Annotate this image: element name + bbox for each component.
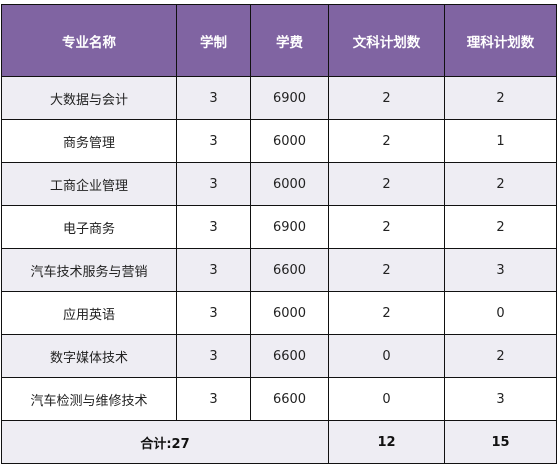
cell-major-name: 商务管理 — [1, 119, 177, 163]
cell-arts-plan: 0 — [328, 377, 445, 421]
cell-arts-plan: 2 — [328, 205, 445, 249]
cell-science-plan: 0 — [444, 291, 557, 335]
table-row: 汽车技术服务与营销 3 6600 2 3 — [1, 248, 557, 292]
cell-duration: 3 — [176, 162, 251, 206]
cell-science-plan: 1 — [444, 119, 557, 163]
cell-tuition: 6000 — [250, 119, 329, 163]
cell-major-name: 大数据与会计 — [1, 76, 177, 120]
header-arts-plan: 文科计划数 — [328, 4, 445, 77]
cell-duration: 3 — [176, 334, 251, 378]
cell-science-plan: 2 — [444, 76, 557, 120]
cell-tuition: 6900 — [250, 205, 329, 249]
cell-tuition: 6900 — [250, 76, 329, 120]
table-row: 商务管理 3 6000 2 1 — [1, 119, 557, 163]
cell-major-name: 工商企业管理 — [1, 162, 177, 206]
enrollment-plan-table-container: 专业名称 学制 学费 文科计划数 理科计划数 大数据与会计 3 6900 2 2… — [0, 4, 559, 464]
cell-major-name: 数字媒体技术 — [1, 334, 177, 378]
header-major-name: 专业名称 — [1, 4, 177, 77]
cell-arts-plan: 2 — [328, 119, 445, 163]
cell-arts-plan: 2 — [328, 291, 445, 335]
cell-duration: 3 — [176, 291, 251, 335]
cell-tuition: 6600 — [250, 248, 329, 292]
table-row: 工商企业管理 3 6000 2 2 — [1, 162, 557, 206]
cell-science-plan: 2 — [444, 334, 557, 378]
science-plan-total: 15 — [444, 420, 557, 464]
cell-major-name: 电子商务 — [1, 205, 177, 249]
arts-plan-total: 12 — [328, 420, 445, 464]
header-duration: 学制 — [176, 4, 251, 77]
table-row: 汽车检测与维修技术 3 6600 0 3 — [1, 377, 557, 421]
enrollment-plan-table: 专业名称 学制 学费 文科计划数 理科计划数 大数据与会计 3 6900 2 2… — [1, 4, 557, 464]
cell-major-name: 应用英语 — [1, 291, 177, 335]
cell-arts-plan: 2 — [328, 76, 445, 120]
cell-tuition: 6600 — [250, 377, 329, 421]
cell-science-plan: 2 — [444, 162, 557, 206]
cell-duration: 3 — [176, 119, 251, 163]
cell-duration: 3 — [176, 248, 251, 292]
table-row: 大数据与会计 3 6900 2 2 — [1, 76, 557, 120]
header-science-plan: 理科计划数 — [444, 4, 557, 77]
table-row: 电子商务 3 6900 2 2 — [1, 205, 557, 249]
cell-major-name: 汽车技术服务与营销 — [1, 248, 177, 292]
cell-tuition: 6000 — [250, 291, 329, 335]
cell-arts-plan: 2 — [328, 162, 445, 206]
cell-science-plan: 3 — [444, 377, 557, 421]
cell-tuition: 6600 — [250, 334, 329, 378]
table-row: 数字媒体技术 3 6600 0 2 — [1, 334, 557, 378]
cell-arts-plan: 0 — [328, 334, 445, 378]
cell-duration: 3 — [176, 377, 251, 421]
table-row: 应用英语 3 6000 2 0 — [1, 291, 557, 335]
cell-arts-plan: 2 — [328, 248, 445, 292]
cell-science-plan: 2 — [444, 205, 557, 249]
cell-science-plan: 3 — [444, 248, 557, 292]
table-total-row: 合计:27 12 15 — [1, 420, 557, 464]
cell-tuition: 6000 — [250, 162, 329, 206]
total-label: 合计:27 — [1, 420, 329, 464]
cell-duration: 3 — [176, 76, 251, 120]
cell-duration: 3 — [176, 205, 251, 249]
table-header-row: 专业名称 学制 学费 文科计划数 理科计划数 — [1, 4, 557, 77]
cell-major-name: 汽车检测与维修技术 — [1, 377, 177, 421]
header-tuition: 学费 — [250, 4, 329, 77]
